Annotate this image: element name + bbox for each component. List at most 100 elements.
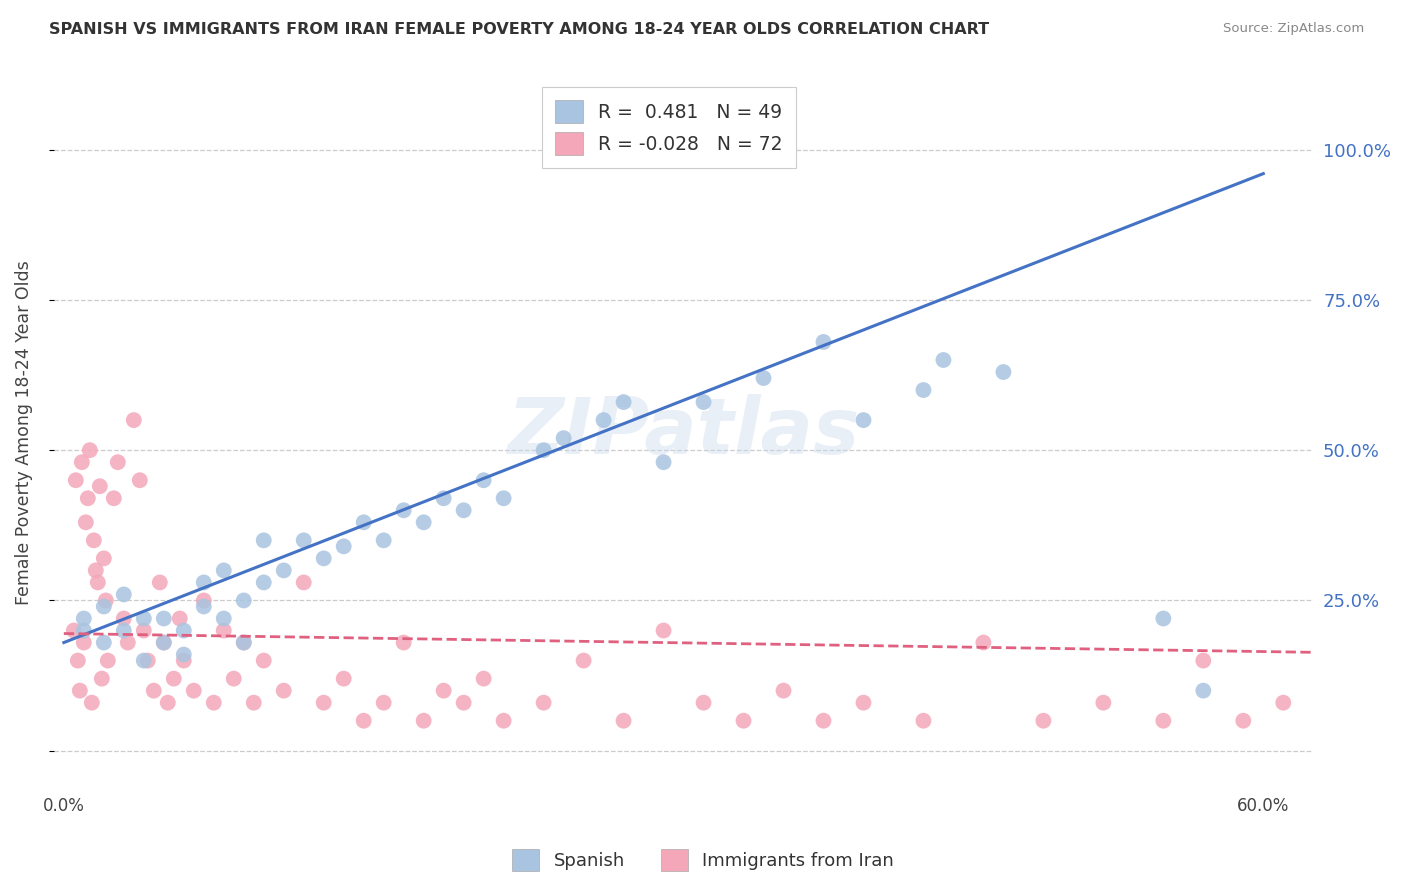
Point [273,563,295,577]
Point [122,413,145,427]
Point [84,563,107,577]
Point [103,491,125,506]
Legend: Spanish, Immigrants from Iran: Spanish, Immigrants from Iran [505,842,901,879]
Point [412,714,434,728]
Point [1032,714,1054,728]
Point [292,533,315,548]
Point [66,654,89,668]
Point [592,413,614,427]
Point [142,683,165,698]
Point [152,635,174,649]
Point [652,624,675,638]
Text: SPANISH VS IMMIGRANTS FROM IRAN FEMALE POVERTY AMONG 18-24 YEAR OLDS CORRELATION: SPANISH VS IMMIGRANTS FROM IRAN FEMALE P… [49,22,990,37]
Point [613,714,636,728]
Point [912,714,935,728]
Point [1152,714,1174,728]
Point [392,503,415,517]
Point [112,624,135,638]
Point [112,611,135,625]
Point [173,654,195,668]
Point [93,551,115,566]
Point [253,533,276,548]
Point [169,611,191,625]
Point [79,443,101,458]
Point [692,696,714,710]
Point [128,473,150,487]
Point [69,683,91,698]
Point [253,575,276,590]
Point [533,443,555,458]
Point [332,540,354,554]
Point [173,648,195,662]
Point [242,696,264,710]
Point [87,575,110,590]
Point [972,635,994,649]
Text: Source: ZipAtlas.com: Source: ZipAtlas.com [1223,22,1364,36]
Point [433,491,456,506]
Point [202,696,225,710]
Text: ZIPatlas: ZIPatlas [508,394,859,470]
Point [292,575,315,590]
Point [1353,635,1375,649]
Point [533,696,555,710]
Point [63,624,86,638]
Point [132,654,155,668]
Point [453,696,475,710]
Point [572,654,595,668]
Y-axis label: Female Poverty Among 18-24 Year Olds: Female Poverty Among 18-24 Year Olds [15,260,32,605]
Point [932,353,955,368]
Point [353,714,375,728]
Legend: R =  0.481   N = 49, R = -0.028   N = 72: R = 0.481 N = 49, R = -0.028 N = 72 [541,87,796,169]
Point [813,334,835,349]
Point [89,479,111,493]
Point [73,611,96,625]
Point [392,635,415,649]
Point [253,654,276,668]
Point [993,365,1015,379]
Point [772,683,794,698]
Point [156,696,179,710]
Point [652,455,675,469]
Point [193,575,215,590]
Point [1152,611,1174,625]
Point [1272,696,1295,710]
Point [183,683,205,698]
Point [193,593,215,607]
Point [852,413,875,427]
Point [97,654,120,668]
Point [553,431,575,445]
Point [433,683,456,698]
Point [222,672,245,686]
Point [273,683,295,698]
Point [212,624,235,638]
Point [76,491,98,506]
Point [1192,683,1215,698]
Point [1092,696,1115,710]
Point [73,624,96,638]
Point [713,143,735,157]
Point [373,696,395,710]
Point [212,611,235,625]
Point [117,635,139,649]
Point [713,143,735,157]
Point [492,714,515,728]
Point [152,611,174,625]
Point [373,533,395,548]
Point [80,696,103,710]
Point [94,593,117,607]
Point [107,455,129,469]
Point [412,516,434,530]
Point [112,587,135,601]
Point [472,672,495,686]
Point [152,635,174,649]
Point [232,635,254,649]
Point [136,654,159,668]
Point [492,491,515,506]
Point [752,371,775,385]
Point [1232,714,1254,728]
Point [73,635,96,649]
Point [163,672,186,686]
Point [312,551,335,566]
Point [65,473,87,487]
Point [733,714,755,728]
